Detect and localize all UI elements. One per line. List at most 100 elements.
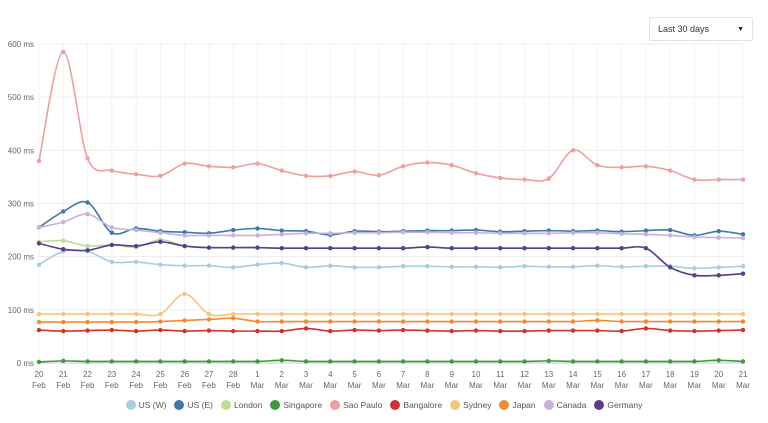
y-tick-label: 100 ms — [8, 306, 34, 315]
y-tick-label: 400 ms — [8, 146, 34, 155]
data-point-us-w — [595, 263, 600, 268]
data-point-germany — [303, 245, 309, 251]
x-tick-label-month: Mar — [712, 381, 726, 390]
data-point-canada — [328, 231, 333, 236]
data-point-japan — [400, 319, 406, 324]
data-point-bangalore — [400, 327, 406, 333]
x-tick-label-month: Mar — [251, 381, 265, 390]
data-point-bangalore — [158, 327, 163, 333]
legend-item[interactable]: Canada — [543, 400, 586, 410]
data-point-sydney — [376, 311, 382, 317]
legend-item[interactable]: Germany — [594, 400, 642, 410]
data-point-us-e — [279, 228, 284, 233]
data-point-bangalore — [740, 327, 746, 333]
legend-item[interactable]: London — [220, 400, 263, 410]
data-point-sao-paulo — [231, 165, 236, 170]
data-point-bangalore — [206, 328, 212, 333]
data-point-singapore — [570, 359, 576, 364]
legend-item[interactable]: Sao Paulo — [330, 400, 382, 410]
x-tick-label-month: Mar — [421, 381, 435, 390]
data-point-sydney — [61, 311, 66, 317]
data-point-canada — [303, 231, 309, 236]
data-point-us-e — [109, 230, 115, 235]
data-point-us-w — [473, 264, 479, 269]
data-point-canada — [716, 235, 721, 240]
data-point-singapore — [206, 359, 212, 364]
data-point-us-w — [376, 265, 382, 270]
data-point-bangalore — [570, 328, 576, 333]
data-point-japan — [279, 319, 284, 324]
data-point-us-w — [643, 264, 649, 269]
data-point-us-w — [498, 265, 503, 270]
data-point-germany — [352, 245, 357, 251]
legend-label: London — [233, 400, 263, 410]
data-point-sydney — [522, 311, 527, 317]
data-point-germany — [425, 244, 430, 250]
data-point-sydney — [133, 311, 139, 317]
data-point-canada — [692, 234, 697, 240]
x-tick-label-day: 13 — [544, 370, 553, 379]
y-tick-label: 300 ms — [8, 200, 34, 209]
legend-item[interactable]: Sydney — [450, 400, 491, 410]
data-point-bangalore — [376, 328, 382, 333]
x-tick-label-day: 3 — [304, 370, 309, 379]
x-tick-label-day: 18 — [666, 370, 675, 379]
data-point-us-e — [85, 200, 90, 205]
data-point-bangalore — [692, 328, 697, 334]
data-point-japan — [158, 319, 163, 324]
x-tick-label-day: 25 — [156, 370, 165, 379]
data-point-japan — [133, 319, 139, 325]
data-point-japan — [546, 319, 551, 324]
x-tick-label-month: Mar — [688, 381, 702, 390]
data-point-sydney — [279, 311, 284, 317]
data-point-sao-paulo — [692, 177, 697, 182]
data-point-canada — [498, 231, 503, 236]
legend-item[interactable]: Singapore — [270, 400, 322, 410]
data-point-sydney — [570, 311, 576, 317]
data-point-germany — [61, 247, 66, 252]
x-tick-label-month: Feb — [153, 381, 167, 390]
legend-item[interactable]: US (E) — [174, 400, 213, 410]
data-point-sao-paulo — [425, 160, 430, 165]
data-point-us-w — [716, 265, 721, 270]
data-point-bangalore — [255, 328, 260, 334]
data-point-canada — [473, 230, 479, 235]
data-point-japan — [61, 319, 66, 325]
date-range-select[interactable]: Last 30 days ▼ — [649, 17, 753, 41]
data-point-canada — [667, 233, 673, 238]
data-point-japan — [85, 319, 90, 325]
x-tick-label-day: 8 — [425, 370, 430, 379]
y-tick-label: 200 ms — [8, 253, 34, 262]
x-tick-label-month: Mar — [518, 381, 532, 390]
data-point-sydney — [425, 311, 430, 317]
data-point-japan — [595, 318, 600, 323]
x-tick-label-month: Feb — [105, 381, 119, 390]
x-tick-label-month: Feb — [202, 381, 216, 390]
data-point-bangalore — [328, 328, 333, 334]
data-point-sao-paulo — [352, 169, 357, 174]
x-tick-label-month: Mar — [348, 381, 362, 390]
x-tick-label-day: 22 — [83, 370, 92, 379]
x-tick-label-day: 12 — [520, 370, 529, 379]
data-point-germany — [498, 245, 503, 251]
legend-item[interactable]: Bangalore — [390, 400, 442, 410]
x-tick-label-day: 2 — [280, 370, 285, 379]
series-line-bangalore — [38, 327, 744, 333]
data-point-singapore — [231, 359, 236, 364]
data-point-japan — [716, 319, 721, 324]
data-point-canada — [740, 235, 746, 241]
x-tick-label-month: Mar — [396, 381, 410, 390]
data-point-japan — [206, 317, 212, 322]
data-point-sao-paulo — [109, 168, 115, 173]
data-point-bangalore — [109, 327, 115, 333]
x-tick-label-day: 21 — [59, 370, 68, 379]
x-tick-label-month: Mar — [639, 381, 653, 390]
data-point-germany — [400, 245, 406, 251]
x-tick-label-day: 5 — [352, 370, 357, 379]
series-line-sydney — [39, 293, 743, 317]
data-point-london — [85, 243, 90, 249]
legend-item[interactable]: US (W) — [125, 400, 166, 410]
data-point-germany — [36, 241, 42, 246]
data-point-germany — [255, 245, 260, 250]
legend-item[interactable]: Japan — [499, 400, 536, 410]
